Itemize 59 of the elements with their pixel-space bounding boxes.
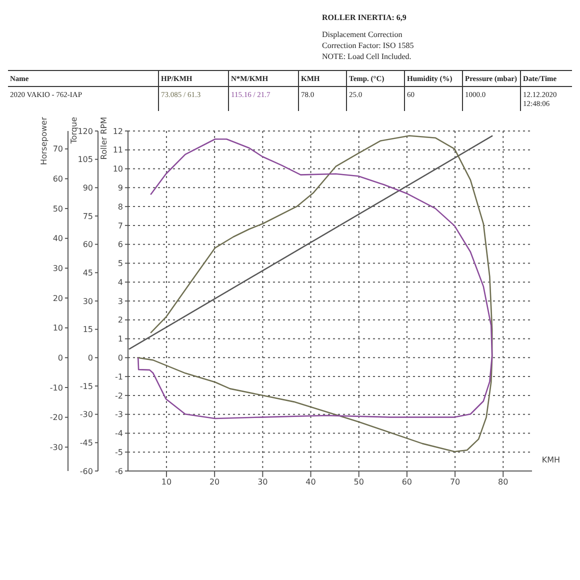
y3-tick-label: -10 <box>50 383 63 392</box>
y-tick-label: -2 <box>115 391 123 400</box>
y2-tick-label: 60 <box>82 240 93 250</box>
y3-axis-title: Horsepower <box>40 116 49 166</box>
y-tick-label: 11 <box>112 146 123 155</box>
text: Displacement Correction <box>322 29 404 40</box>
x-tick-label: 80 <box>498 478 508 487</box>
x-tick-label: 70 <box>450 478 460 487</box>
y2-axis-title: Torque <box>70 116 79 145</box>
y3-tick-label: -20 <box>50 413 63 422</box>
y3-tick-label: 40 <box>52 234 63 244</box>
y-tick-label: 7 <box>118 221 123 230</box>
y-tick-label: -6 <box>115 466 123 476</box>
y-tick-label: -1 <box>115 372 123 382</box>
y3-tick-label: 30 <box>52 264 63 274</box>
y3-tick-label: 70 <box>52 144 63 154</box>
y-tick-label: -4 <box>115 429 123 438</box>
text: NOTE: Load Cell Included. <box>322 51 412 62</box>
x-axis-title: KMH <box>542 456 560 465</box>
y2-tick-label: 75 <box>82 212 93 221</box>
y-tick-label: -3 <box>115 410 123 420</box>
y-tick-label: 10 <box>112 164 123 174</box>
x-tick-label: 30 <box>258 478 268 487</box>
y-tick-label: 5 <box>118 259 123 268</box>
y3-tick-label: 60 <box>52 174 63 184</box>
x-tick-label: 10 <box>161 478 172 487</box>
y-tick-label: 4 <box>118 278 123 287</box>
y2-tick-label: 30 <box>82 296 93 306</box>
y3-tick-label: 50 <box>52 204 63 214</box>
y2-tick-label: 45 <box>82 268 93 278</box>
x-tick-label: 60 <box>402 478 412 487</box>
y2-tick-label: 15 <box>82 325 93 334</box>
y-tick-label: 12 <box>112 126 123 136</box>
y-tick-label: 9 <box>118 184 123 193</box>
y2-tick-label: -45 <box>80 438 93 448</box>
y-axis-title: Roller RPM <box>100 116 109 160</box>
y3-tick-label: 0 <box>58 354 63 363</box>
y-tick-label: 1 <box>118 334 123 344</box>
x-tick-label: 20 <box>209 478 220 487</box>
y2-tick-label: 90 <box>82 184 93 193</box>
x-tick-label: 50 <box>354 478 364 487</box>
y-tick-label: -5 <box>115 448 123 457</box>
y-tick-label: 6 <box>118 240 123 250</box>
y2-tick-label: 105 <box>78 155 93 164</box>
y2-tick-label: -15 <box>80 382 93 391</box>
y-tick-label: 2 <box>118 316 123 325</box>
text: Correction Factor: ISO 1585 <box>322 40 415 51</box>
text: ROLLER INERTIA: 6,9 <box>322 12 408 23</box>
y2-tick-label: -60 <box>80 466 93 476</box>
y-tick-label: 0 <box>118 354 123 363</box>
y3-tick-label: -30 <box>50 442 63 452</box>
x-tick-label: 40 <box>306 478 316 487</box>
y3-tick-label: 20 <box>52 294 63 303</box>
y-tick-label: 8 <box>118 202 123 212</box>
y-tick-label: 3 <box>118 296 123 306</box>
y2-tick-label: 0 <box>88 354 93 363</box>
y2-tick-label: 120 <box>78 126 93 136</box>
y2-tick-label: -30 <box>80 410 93 420</box>
y3-tick-label: 10 <box>52 324 63 333</box>
